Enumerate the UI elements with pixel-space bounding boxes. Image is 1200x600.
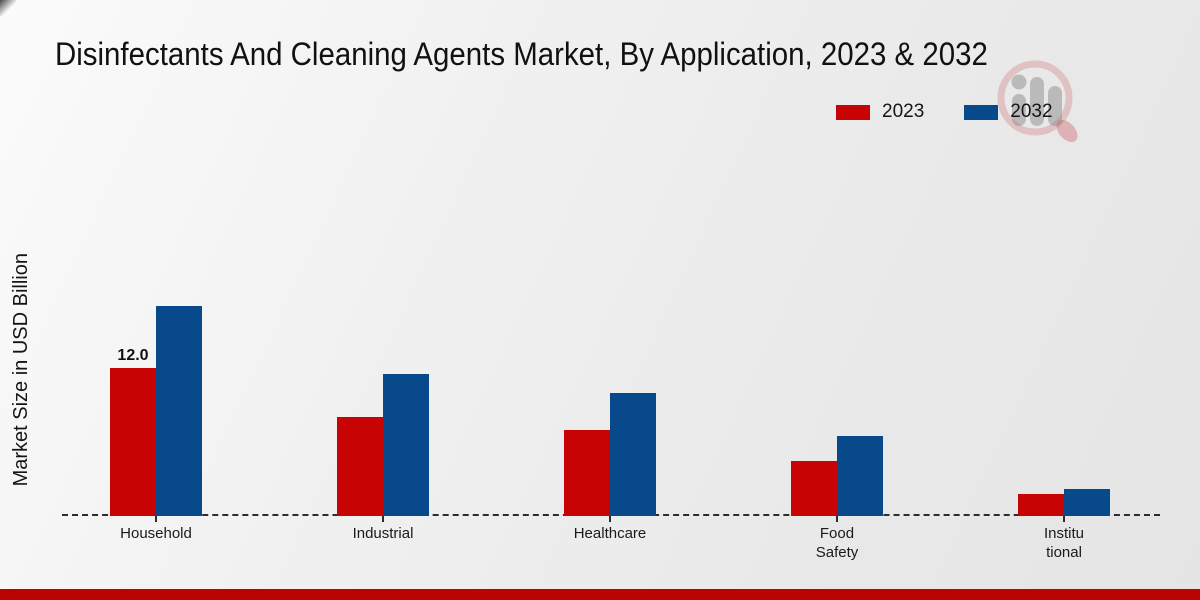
legend-label-2023: 2023 xyxy=(882,101,925,122)
category-label-industrial: Industrial xyxy=(352,525,414,542)
legend-swatch-2032 xyxy=(964,104,999,120)
x-axis-tick xyxy=(382,516,384,522)
legend-item-2023: 2023 xyxy=(836,101,924,123)
bar-2032-healthcare xyxy=(610,393,656,516)
x-axis-tick xyxy=(1063,516,1065,522)
bar-2032-household xyxy=(156,306,202,516)
bar-2023-institutional xyxy=(1018,494,1064,516)
bar-2023-healthcare xyxy=(564,430,610,516)
corner-artifact xyxy=(0,0,16,16)
legend-swatch-2023 xyxy=(836,104,870,120)
bar-2032-institutional xyxy=(1064,489,1110,516)
bar-2023-food-safety xyxy=(791,461,837,516)
x-axis-tick xyxy=(155,516,157,522)
bar-2023-industrial xyxy=(337,417,383,516)
category-label-food-safety: Food Safety xyxy=(815,525,859,561)
category-label-household: Household xyxy=(120,525,192,542)
x-axis-tick xyxy=(609,516,611,522)
bar-2023-household xyxy=(110,368,156,516)
legend-item-2032: 2032 xyxy=(964,101,1053,123)
brand-watermark-logo xyxy=(997,60,1078,143)
bar-2032-food-safety xyxy=(837,436,883,516)
legend: 2023 2032 xyxy=(836,101,1053,123)
footer-stripe xyxy=(0,589,1200,600)
bar-value-label: 12.0 xyxy=(117,347,149,364)
chart-title: Disinfectants And Cleaning Agents Market… xyxy=(55,36,988,72)
category-label-institutional: Institu tional xyxy=(1043,525,1085,561)
x-axis-tick xyxy=(836,516,838,522)
bar-2032-industrial xyxy=(383,374,429,516)
legend-label-2032: 2032 xyxy=(1010,101,1053,122)
category-label-healthcare: Healthcare xyxy=(573,525,647,542)
